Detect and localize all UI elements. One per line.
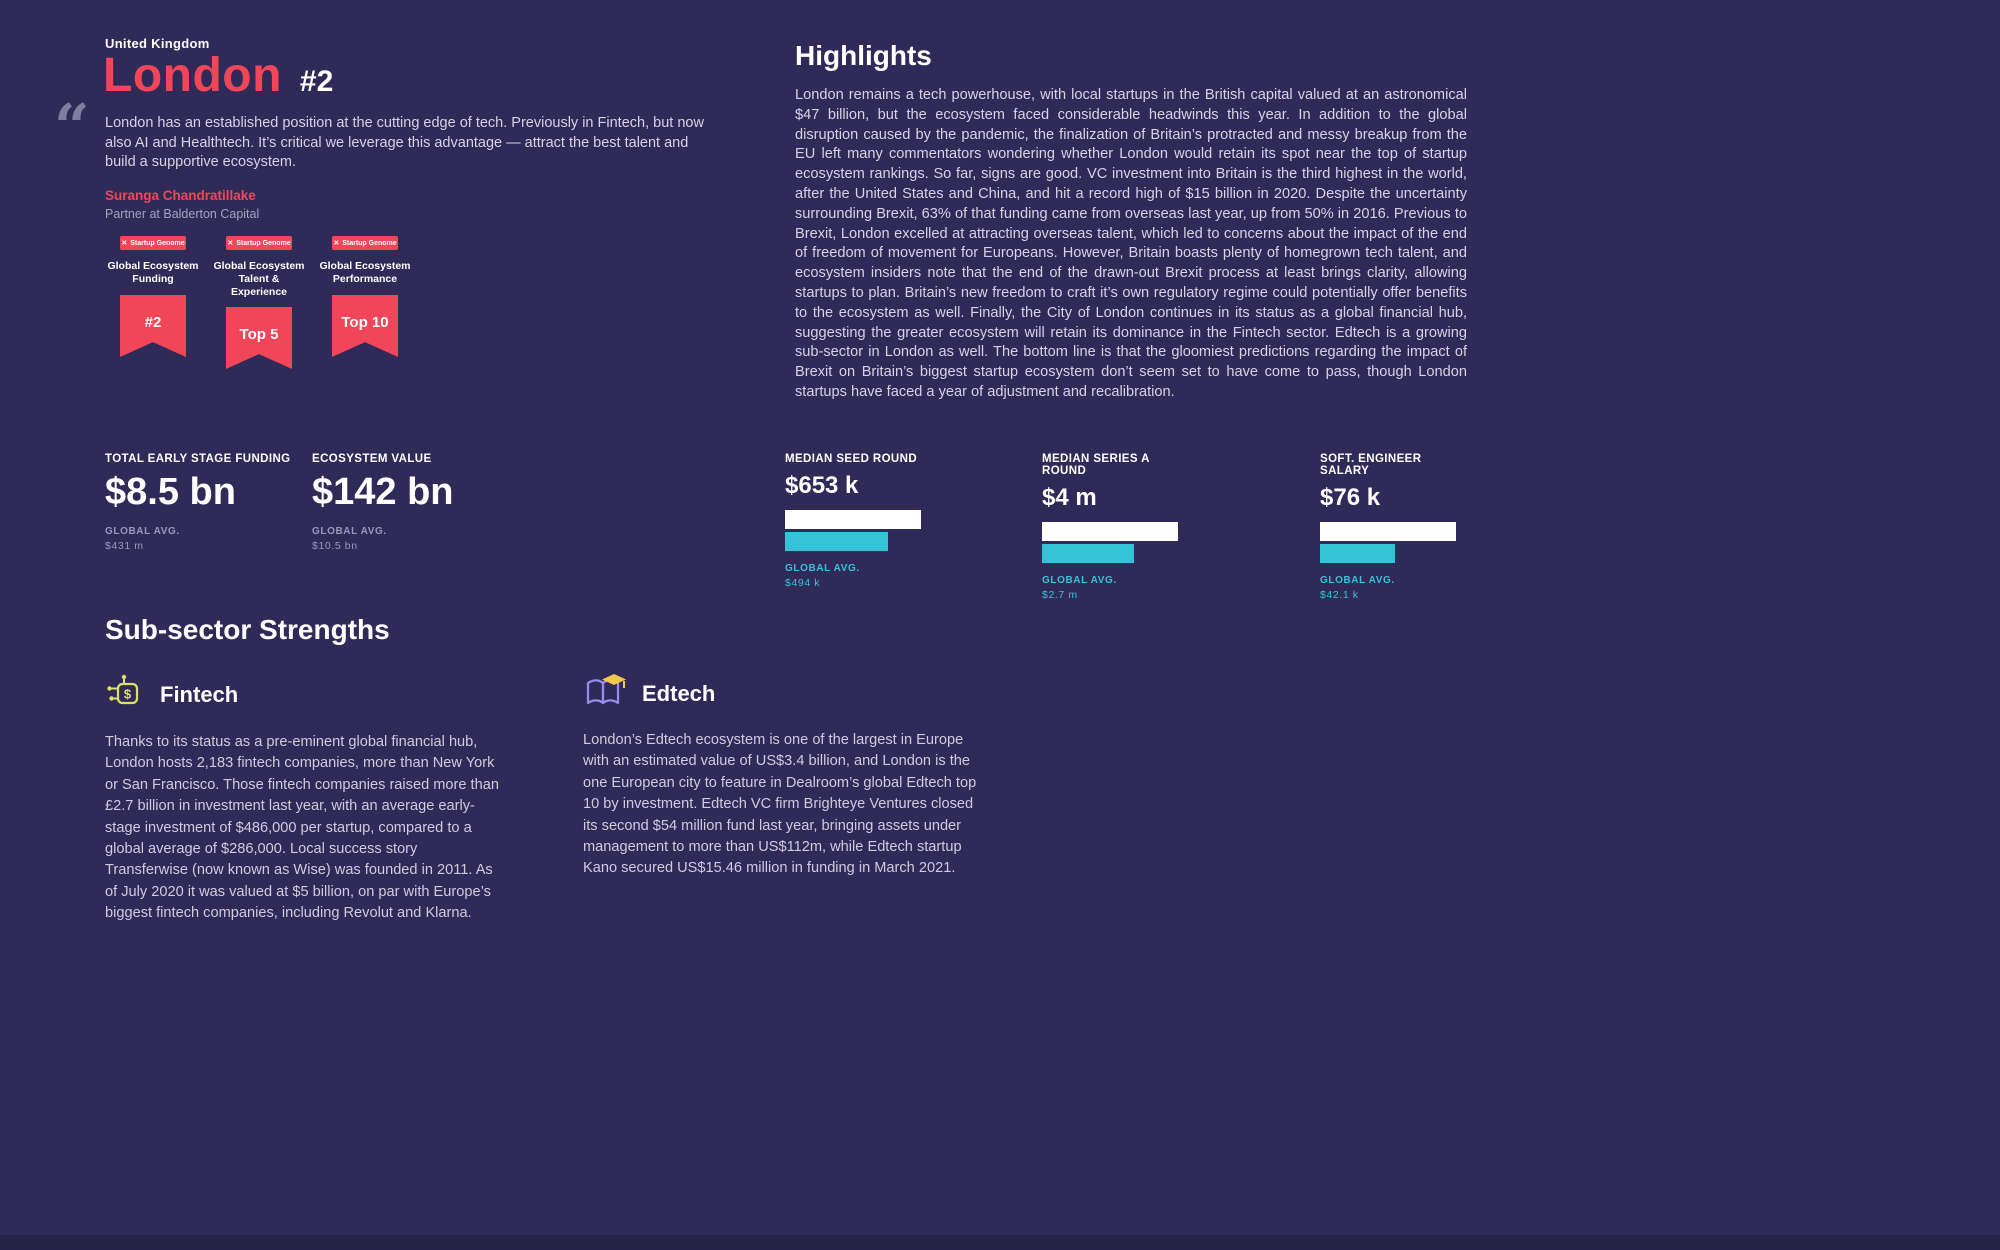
stat-value: $76 k	[1320, 484, 1381, 511]
global-avg-value: $494 k	[785, 577, 821, 589]
subsector-body: Thanks to its status as a pre-eminent gl…	[105, 734, 499, 922]
stat-total-early-stage-funding: TOTAL EARLY STAGE FUNDING $8.5 bn GLOBAL…	[105, 453, 291, 552]
stat-label: SOFT. ENGINEER SALARY	[1320, 453, 1422, 477]
global-avg-bar	[1320, 544, 1395, 563]
stat-label: MEDIAN SEED ROUND	[785, 453, 918, 465]
startup-genome-brand: Startup Genome	[130, 239, 185, 247]
badge-performance: ✕ Startup Genome Global Ecosystem Perfor…	[317, 236, 413, 369]
highlights-title: Highlights	[795, 40, 932, 71]
stat-global-avg: GLOBAL AVG. $10.5 bn	[312, 526, 454, 552]
quote-text: London has an established position at th…	[105, 115, 704, 170]
city-value-bar	[785, 510, 921, 529]
ranking-badges: ✕ Startup Genome Global Ecosystem Fundin…	[105, 236, 413, 369]
startup-genome-brand: Startup Genome	[342, 239, 397, 247]
startup-genome-logo-icon: ✕	[121, 240, 128, 247]
quote-mark-icon: “	[54, 90, 90, 163]
country-label: United Kingdom	[105, 36, 210, 51]
stat-value: $8.5 bn	[105, 471, 236, 513]
global-avg-value: $431 m	[105, 540, 144, 552]
subsector-edtech: Edtech London’s Edtech ecosystem is one …	[583, 672, 987, 880]
stat-value: $4 m	[1042, 484, 1097, 511]
global-avg-value: $10.5 bn	[312, 540, 358, 552]
badge-label: Global Ecosystem Talent & Experience	[213, 260, 305, 298]
stat-label: TOTAL EARLY STAGE FUNDING	[105, 453, 291, 465]
startup-genome-brand: Startup Genome	[236, 239, 291, 247]
ribbon-badge-icon: Top 10	[332, 295, 398, 357]
badge-talent: ✕ Startup Genome Global Ecosystem Talent…	[211, 236, 307, 369]
subsector-fintech: $ Fintech Thanks to its status as a pre-…	[105, 672, 501, 925]
ribbon-badge-icon: #2	[120, 295, 186, 357]
ribbon-badge-icon: Top 5	[226, 307, 292, 369]
startup-genome-logo-tag: ✕ Startup Genome	[332, 236, 398, 250]
stat-median-series-a-round: MEDIAN SERIES A ROUND $4 m GLOBAL AVG. $…	[1042, 453, 1192, 601]
highlights-body: London remains a tech powerhouse, with l…	[795, 87, 1467, 400]
quote-author: Suranga Chandratillake	[105, 188, 256, 203]
global-avg-bar	[785, 532, 889, 551]
stat-global-avg: GLOBAL AVG. $42.1 k	[1320, 575, 1470, 601]
startup-genome-logo-tag: ✕ Startup Genome	[120, 236, 186, 250]
stat-label: ECOSYSTEM VALUE	[312, 453, 432, 465]
comparison-bars	[1320, 522, 1456, 563]
global-avg-bar	[1042, 544, 1135, 563]
startup-genome-logo-icon: ✕	[333, 240, 340, 247]
global-avg-value: $2.7 m	[1042, 589, 1078, 601]
global-avg-label: GLOBAL AVG.	[1320, 575, 1395, 586]
edtech-book-gradcap-icon	[583, 672, 629, 715]
startup-genome-logo-tag: ✕ Startup Genome	[226, 236, 292, 250]
subsector-section-title: Sub-sector Strengths	[105, 614, 390, 645]
city-rank: #2	[299, 65, 334, 98]
subsector-name: Fintech	[160, 681, 239, 707]
fintech-circuit-dollar-icon: $	[105, 672, 147, 717]
city-name: London	[103, 49, 282, 102]
subsector-heading: Edtech	[583, 672, 987, 715]
stat-global-avg: GLOBAL AVG. $494 k	[785, 563, 935, 589]
badge-funding: ✕ Startup Genome Global Ecosystem Fundin…	[105, 236, 201, 369]
global-avg-label: GLOBAL AVG.	[1042, 575, 1117, 586]
subsector-body: London’s Edtech ecosystem is one of the …	[583, 732, 977, 877]
badge-label: Global Ecosystem Funding	[107, 260, 199, 285]
stat-median-seed-round: MEDIAN SEED ROUND $653 k GLOBAL AVG. $49…	[785, 453, 935, 589]
subsector-name: Edtech	[642, 680, 716, 706]
subsector-heading: $ Fintech	[105, 672, 501, 717]
page-bottom-strip	[0, 1235, 2000, 1250]
stat-ecosystem-value: ECOSYSTEM VALUE $142 bn GLOBAL AVG. $10.…	[312, 453, 454, 552]
city-title-row: London #2	[103, 48, 333, 103]
global-avg-label: GLOBAL AVG.	[312, 526, 387, 537]
stat-global-avg: GLOBAL AVG. $2.7 m	[1042, 575, 1192, 601]
global-avg-label: GLOBAL AVG.	[105, 526, 180, 537]
quote-author-role: Partner at Balderton Capital	[105, 207, 260, 221]
city-value-bar	[1320, 522, 1456, 541]
stat-value: $142 bn	[312, 471, 454, 513]
comparison-bars	[1042, 522, 1178, 563]
badge-label: Global Ecosystem Performance	[319, 260, 411, 285]
stat-value: $653 k	[785, 472, 859, 499]
global-avg-value: $42.1 k	[1320, 589, 1359, 601]
stat-software-engineer-salary: SOFT. ENGINEER SALARY $76 k GLOBAL AVG. …	[1320, 453, 1470, 601]
stat-label: MEDIAN SERIES A ROUND	[1042, 453, 1150, 477]
global-avg-label: GLOBAL AVG.	[785, 563, 860, 574]
svg-text:$: $	[124, 687, 132, 702]
stat-global-avg: GLOBAL AVG. $431 m	[105, 526, 291, 552]
startup-genome-logo-icon: ✕	[227, 240, 234, 247]
comparison-bars	[785, 510, 921, 551]
city-value-bar	[1042, 522, 1178, 541]
